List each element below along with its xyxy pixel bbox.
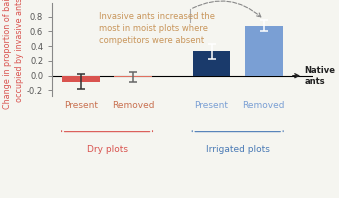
Text: Native
ants: Native ants	[304, 66, 336, 86]
Text: Irrigated plots: Irrigated plots	[206, 145, 270, 154]
Text: Invasive ants increased the
most in moist plots where
competitors were absent: Invasive ants increased the most in mois…	[99, 12, 215, 45]
Y-axis label: Change in proportion of baits
occupied by invasive ants: Change in proportion of baits occupied b…	[3, 0, 24, 109]
Bar	[62, 76, 100, 82]
Text: Dry plots: Dry plots	[86, 145, 127, 154]
Bar	[193, 51, 231, 76]
Bar	[114, 76, 152, 77]
Bar	[245, 26, 283, 76]
